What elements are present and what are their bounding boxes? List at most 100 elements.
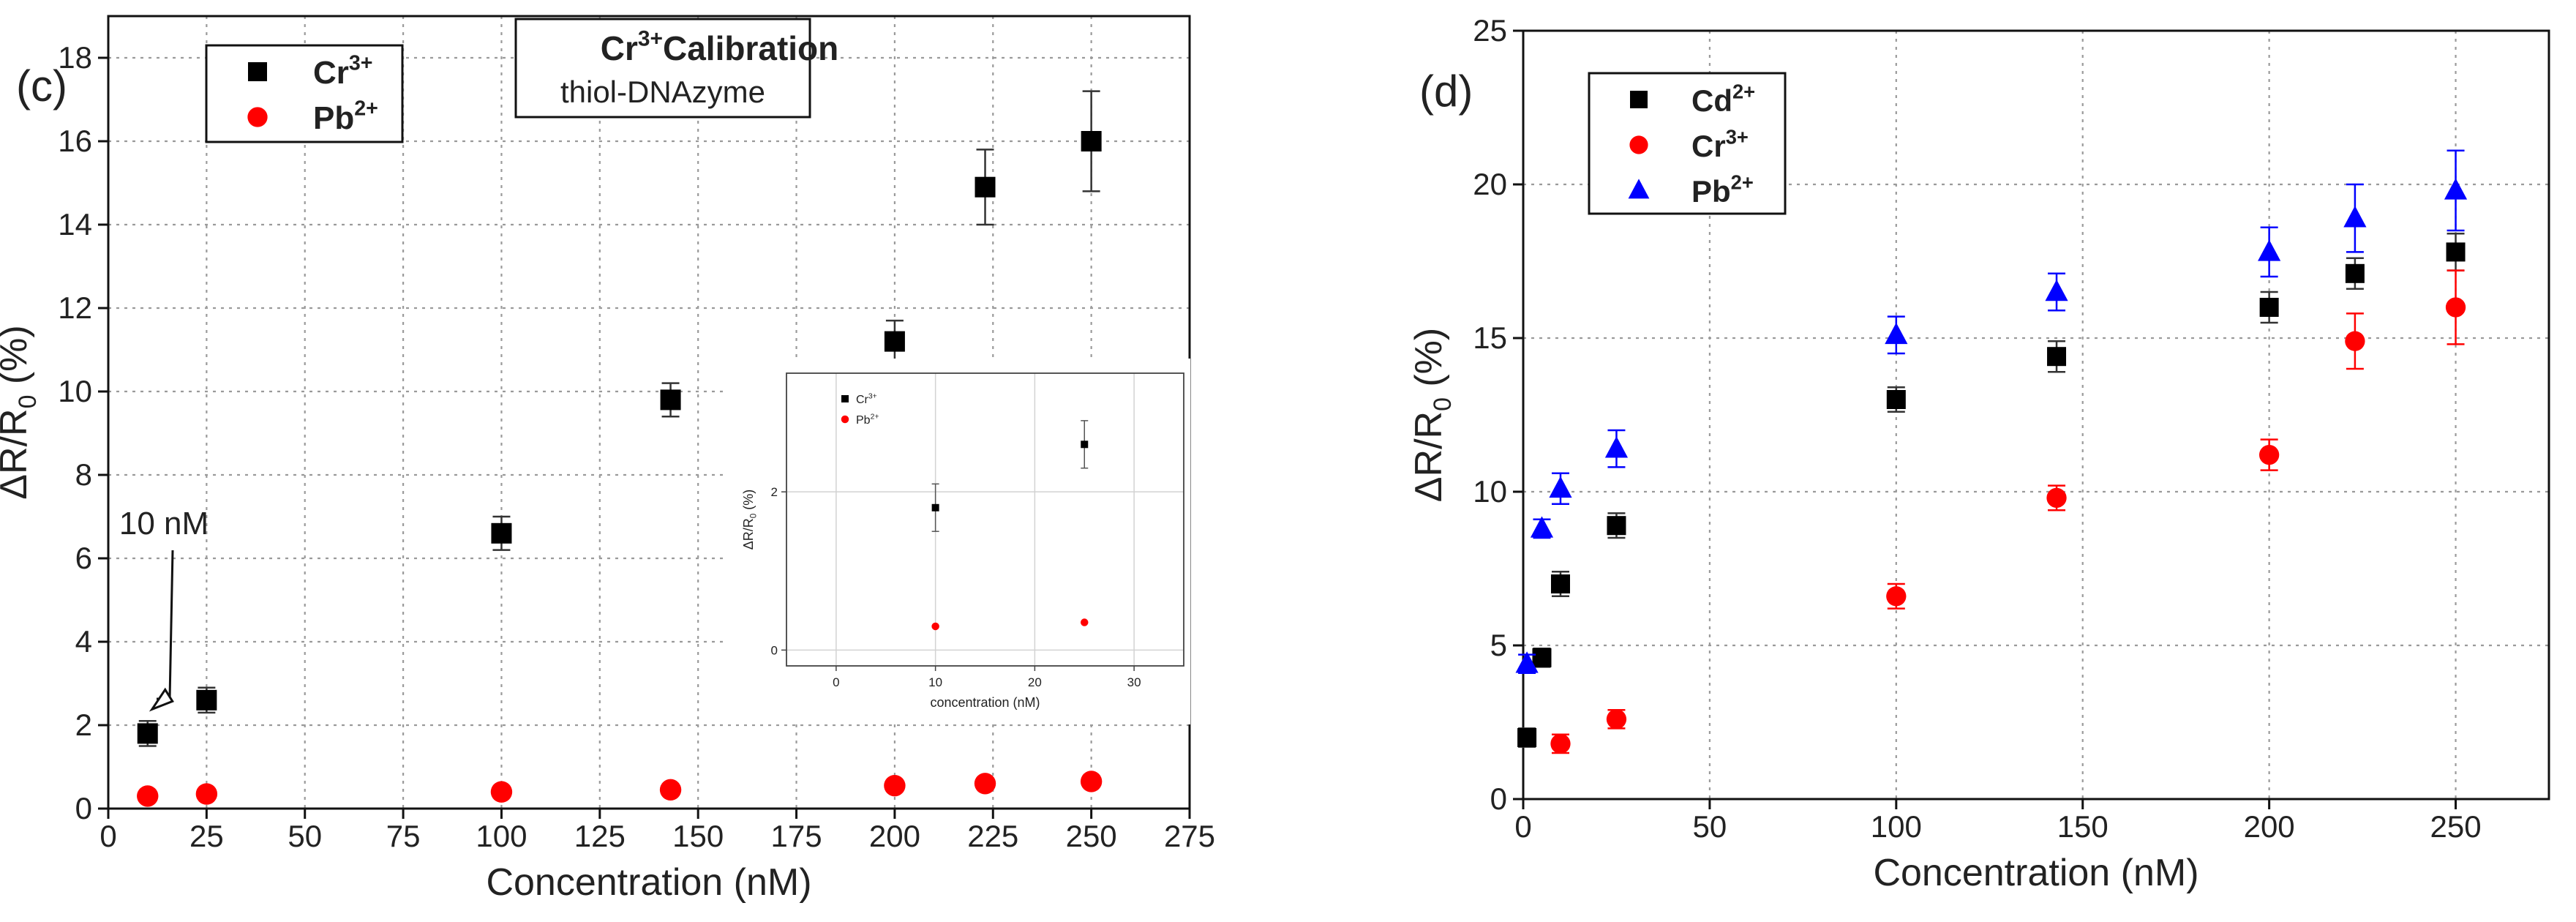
- y-tick-label: 4: [75, 624, 92, 659]
- y-tick-label: 25: [1473, 13, 1507, 48]
- data-point: [1630, 91, 1648, 108]
- data-point: [1530, 516, 1554, 538]
- data-point: [196, 689, 217, 711]
- y-tick-label: 0: [75, 791, 92, 825]
- x-axis-label: Concentration (nM): [486, 861, 811, 904]
- inset-background: [728, 359, 1190, 724]
- inset-legend-label: Cr3+: [856, 392, 877, 406]
- y-tick-label: 15: [1473, 321, 1507, 355]
- panel-label: (d): [1419, 67, 1473, 116]
- data-point: [1081, 131, 1102, 151]
- legend: Cr3+ Pb2+: [205, 44, 404, 143]
- inset-frame: [786, 372, 1184, 667]
- data-point: [2345, 263, 2365, 283]
- x-tick-label: 150: [672, 819, 724, 853]
- x-tick-label: 225: [967, 819, 1018, 853]
- y-tick-label: 16: [58, 124, 92, 158]
- data-point: [2446, 242, 2466, 262]
- data-point: [137, 785, 159, 807]
- y-axis-label: ΔR/R0 (%): [0, 325, 42, 499]
- y-tick-label: 0: [1490, 782, 1507, 816]
- data-point: [2258, 239, 2281, 261]
- y-tick-label: 18: [58, 40, 92, 75]
- x-tick-label: 175: [771, 819, 822, 853]
- y-tick-label: 8: [75, 457, 92, 492]
- title-box: Cr3+ Calibration thiol-DNAzyme: [514, 18, 838, 119]
- inset-legend-marker: [841, 395, 849, 402]
- data-point: [1549, 476, 1572, 498]
- chart-title: Calibration: [663, 29, 838, 67]
- chart-d-panel: 0 50 100 150 200 250 0 5 10 15 20 25 Concentration (…: [1408, 13, 2550, 894]
- data-point: [1607, 516, 1626, 536]
- data-point: [248, 62, 267, 81]
- inset-y-tick-label: 2: [771, 485, 778, 499]
- data-point: [2345, 331, 2365, 351]
- x-tick-label: 100: [1871, 809, 1922, 844]
- annotation-arrow: [157, 550, 174, 700]
- x-tick-label: 25: [189, 819, 224, 853]
- y-tick-label: 12: [58, 291, 92, 325]
- x-tick-label: 50: [288, 819, 322, 853]
- inset-x-tick-label: 0: [833, 675, 839, 689]
- title-frame: [514, 18, 811, 119]
- inset-x-tick-label: 20: [1028, 675, 1042, 689]
- y-tick-label: 10: [1473, 474, 1507, 509]
- data-point: [1886, 586, 1907, 607]
- legend-label: Cr3+: [1691, 125, 1749, 163]
- data-point: [884, 331, 905, 352]
- data-point: [491, 522, 512, 544]
- annotation-label: 10 nM: [119, 506, 209, 541]
- annotation-arrowhead: [149, 687, 174, 712]
- x-tick-label: 100: [476, 819, 527, 853]
- data-point: [1550, 733, 1571, 754]
- data-point: [195, 783, 218, 805]
- inset-legend-label: Pb2+: [856, 413, 879, 427]
- inset-y-axis-label: ΔR/R0 (%): [741, 490, 759, 550]
- inset-data-point: [1081, 441, 1089, 449]
- legend-label: Pb2+: [313, 97, 378, 136]
- plot-frame: [1522, 29, 2550, 801]
- inset-chart: 0 10 20 30 0 2 concentration (nM) ΔR/R0 (%) Cr3+…: [728, 359, 1190, 724]
- data-point: [1515, 651, 1539, 673]
- data-point: [2045, 280, 2068, 301]
- y-tick-label: 2: [75, 708, 92, 742]
- data-point: [660, 389, 681, 411]
- legend-label: Cd2+: [1691, 80, 1755, 118]
- x-tick-label: 200: [869, 819, 920, 853]
- panel-label: (c): [16, 61, 67, 110]
- y-tick-label: 6: [75, 541, 92, 575]
- data-point: [884, 774, 906, 797]
- inset-y-tick-label: 0: [771, 643, 778, 657]
- y-tick-label: 14: [58, 207, 92, 241]
- data-point: [247, 107, 268, 127]
- data-point: [2047, 347, 2067, 367]
- data-point: [659, 779, 682, 801]
- x-tick-label: 250: [1066, 819, 1117, 853]
- inset-data-point: [931, 503, 939, 511]
- data-point: [2444, 178, 2468, 200]
- x-tick-label: 75: [386, 819, 421, 853]
- x-tick-label: 200: [2244, 809, 2295, 844]
- data-point: [1628, 179, 1650, 199]
- inset-x-tick-label: 30: [1127, 675, 1141, 689]
- data-point: [490, 781, 513, 803]
- data-point: [2259, 298, 2279, 317]
- y-axis-label: ΔR/R0 (%): [1408, 328, 1457, 502]
- y-tick-label: 10: [58, 374, 92, 408]
- data-point: [2343, 206, 2367, 228]
- x-tick-label: 250: [2430, 809, 2482, 844]
- chart-title-ion: Cr3+: [601, 27, 663, 67]
- data-point: [2445, 297, 2466, 318]
- data-point: [1532, 648, 1552, 667]
- data-point: [975, 176, 996, 198]
- data-point: [2046, 487, 2067, 509]
- chart-c-panel: 0 25 50 75 100 125 150 175 200 225 250 275024681012…: [0, 15, 1215, 904]
- inset-data-point: [1081, 618, 1089, 626]
- inset-legend-marker: [841, 415, 849, 424]
- data-point: [1604, 436, 1629, 458]
- data-point: [1550, 574, 1570, 593]
- y-tick-label: 5: [1490, 628, 1507, 662]
- legend-label: Pb2+: [1691, 170, 1754, 209]
- data-point: [1606, 709, 1627, 730]
